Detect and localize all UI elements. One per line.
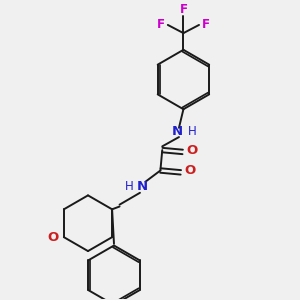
Text: F: F bbox=[179, 3, 188, 16]
Text: O: O bbox=[184, 164, 196, 177]
Text: N: N bbox=[172, 125, 183, 138]
Text: O: O bbox=[48, 231, 59, 244]
Text: N: N bbox=[136, 180, 148, 193]
Text: H: H bbox=[124, 180, 133, 193]
Text: F: F bbox=[202, 18, 210, 32]
Text: F: F bbox=[157, 18, 165, 32]
Text: H: H bbox=[188, 125, 196, 138]
Text: O: O bbox=[186, 144, 198, 157]
